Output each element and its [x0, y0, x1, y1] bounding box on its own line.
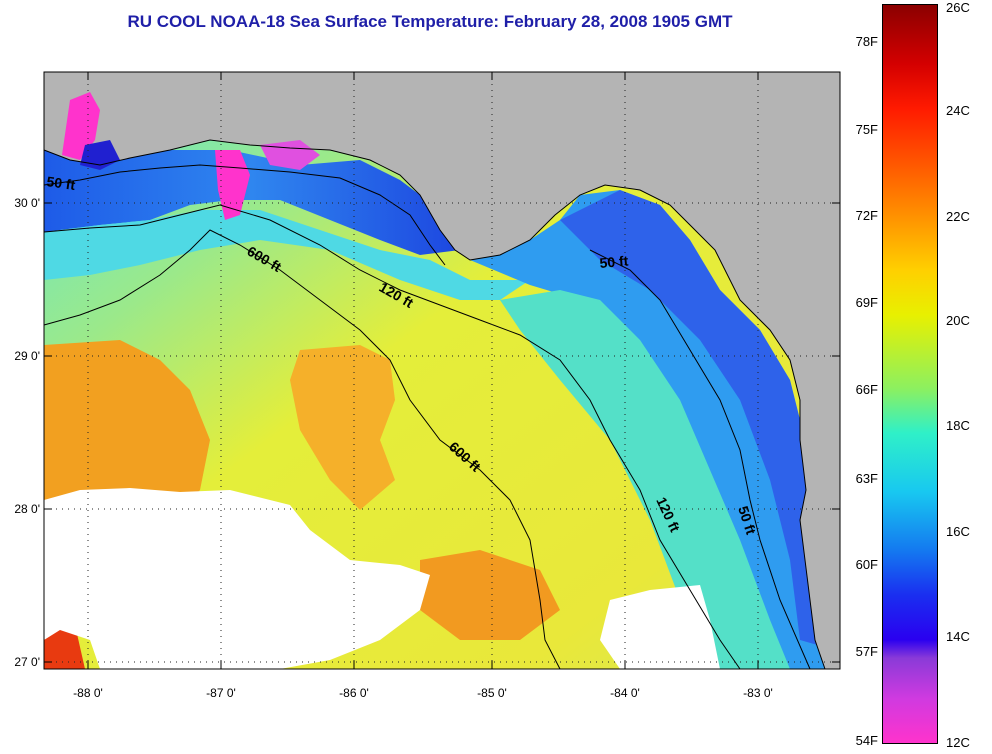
map-frame: [43, 71, 841, 670]
lat-label: 30 0': [14, 196, 40, 210]
scale-label-f: 60F: [855, 557, 878, 572]
scale-label-f: 54F: [855, 733, 878, 748]
scale-label-c: 12C: [946, 735, 970, 750]
warm-water-south: [420, 550, 560, 640]
cyan-band-east: [500, 290, 790, 669]
cool-water-east-inner: [560, 190, 835, 650]
scale-label-f: 72F: [855, 208, 878, 223]
cool-water-northwest: [44, 145, 460, 255]
land-florida: [44, 72, 840, 669]
contour-50ft-west: [43, 164, 446, 266]
scale-label-c: 14C: [946, 629, 970, 644]
cool-water-east: [470, 190, 840, 669]
scale-label-c: 16C: [946, 524, 970, 539]
cyan-band-northwest: [44, 210, 560, 300]
cloud-region-south: [44, 488, 430, 669]
scale-label-c: 26C: [946, 0, 970, 15]
lon-label: -85 0': [477, 686, 507, 700]
scale-label-f: 69F: [855, 295, 878, 310]
choctaw-bay-warm: [260, 140, 320, 170]
contour-120ft: [43, 204, 741, 670]
contour-50ft-east: [589, 249, 811, 670]
mobile-bay-warm: [62, 92, 100, 160]
scale-label-f: 63F: [855, 471, 878, 486]
pensacola-bay-warm: [215, 150, 250, 220]
cloud-region-east: [600, 585, 720, 669]
lon-label: -88 0': [73, 686, 103, 700]
lat-label: 29 0': [14, 349, 40, 363]
lon-label: -83 0': [743, 686, 773, 700]
contour-label: 50 ft: [46, 173, 77, 193]
scale-label-c: 18C: [946, 418, 970, 433]
graticule: [44, 72, 840, 669]
lon-label: -87 0': [206, 686, 236, 700]
scale-label-f: 66F: [855, 382, 878, 397]
scale-label-f: 57F: [855, 644, 878, 659]
temperature-colorbar: [882, 4, 938, 744]
scale-label-c: 20C: [946, 313, 970, 328]
coastline: [43, 139, 826, 670]
scale-label-c: 24C: [946, 103, 970, 118]
scale-label-f: 75F: [855, 122, 878, 137]
lat-label: 28 0': [14, 502, 40, 516]
lat-label: 27 0': [14, 655, 40, 669]
axis-ticks: [44, 72, 840, 669]
warm-water-central: [290, 345, 395, 510]
scale-label-f: 78F: [855, 34, 878, 49]
lon-label: -86 0': [339, 686, 369, 700]
contour-label: 50 ft: [599, 253, 629, 271]
contour-600ft: [43, 229, 561, 670]
lon-label: -84 0': [610, 686, 640, 700]
map-title: RU COOL NOAA-18 Sea Surface Temperature:…: [127, 12, 733, 31]
scale-label-c: 22C: [946, 209, 970, 224]
